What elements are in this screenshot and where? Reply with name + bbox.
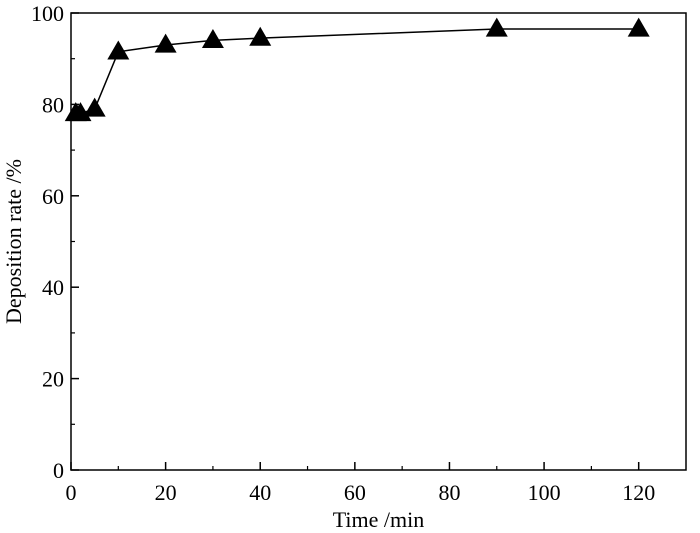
data-point-marker xyxy=(154,33,177,53)
data-point-marker xyxy=(107,40,130,60)
x-tick-label: 20 xyxy=(155,480,177,505)
y-tick-label: 40 xyxy=(42,275,64,300)
y-tick-label: 60 xyxy=(42,184,64,209)
data-point-marker xyxy=(83,97,106,117)
y-axis-ticks: 0 20 40 60 80 100 xyxy=(31,1,79,483)
x-tick-label: 40 xyxy=(249,480,271,505)
data-point-marker xyxy=(627,17,650,37)
y-tick-label: 80 xyxy=(42,92,64,117)
x-tick-label: 80 xyxy=(438,480,460,505)
data-point-marker xyxy=(201,29,224,49)
y-axis-label: Deposition rate /% xyxy=(1,159,26,324)
x-axis-label: Time /min xyxy=(333,507,425,532)
x-tick-label: 60 xyxy=(344,480,366,505)
x-tick-label: 120 xyxy=(622,480,655,505)
x-axis-ticks: 0 20 40 60 80 100 120 xyxy=(66,462,655,505)
y-tick-label: 100 xyxy=(31,1,64,26)
x-tick-label: 0 xyxy=(66,480,77,505)
series-line xyxy=(75,28,639,115)
series-layer xyxy=(64,17,650,122)
data-point-marker xyxy=(249,26,272,46)
y-tick-label: 20 xyxy=(42,367,64,392)
x-tick-label: 100 xyxy=(528,480,561,505)
plot-area-frame xyxy=(70,12,687,471)
data-point-marker xyxy=(485,17,508,37)
y-tick-label: 0 xyxy=(53,458,64,483)
